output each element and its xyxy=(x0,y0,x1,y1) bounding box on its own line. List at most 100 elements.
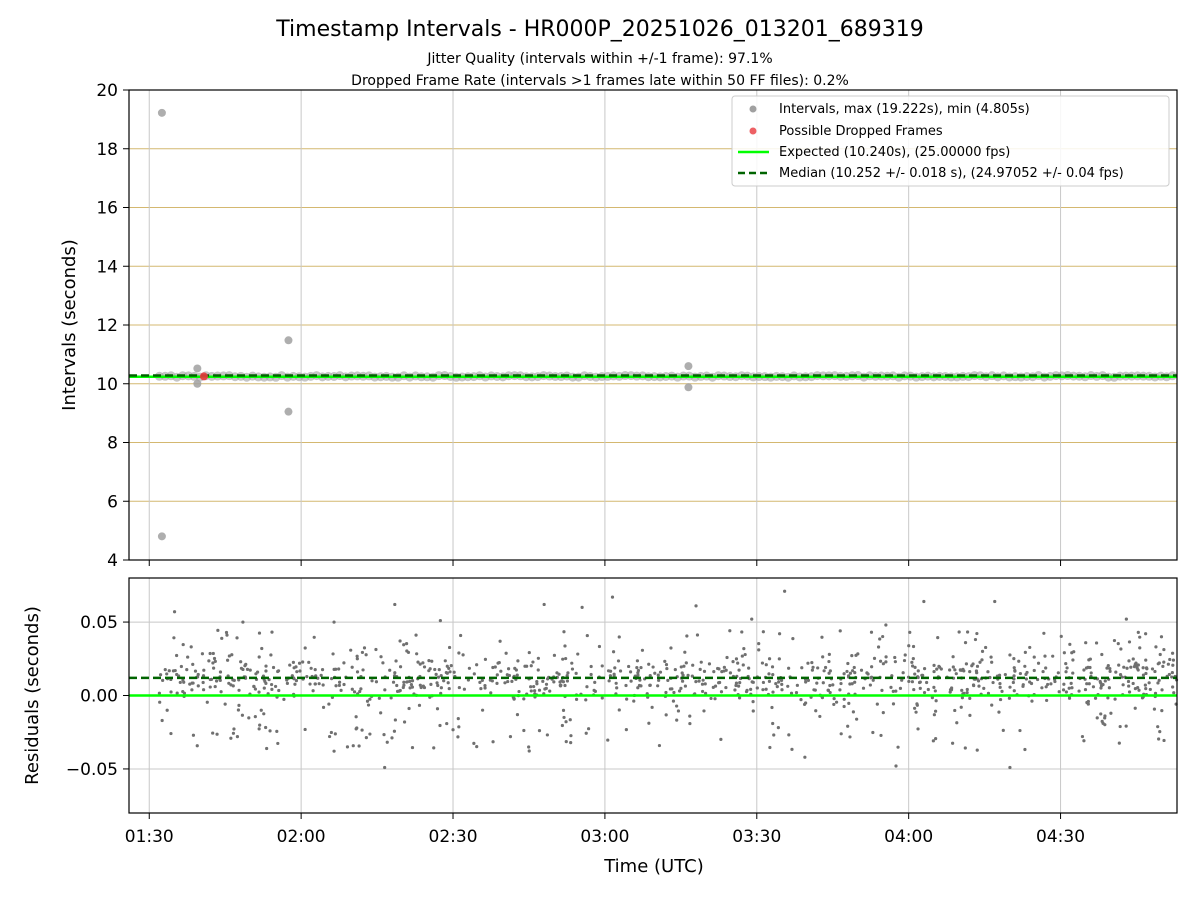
legend-expected-label: Expected (10.240s), (25.00000 fps) xyxy=(779,145,1010,160)
residual-point xyxy=(1045,698,1049,703)
intervals-y-tick-label: 8 xyxy=(107,434,118,454)
residual-point xyxy=(915,703,919,707)
residual-point xyxy=(201,688,206,692)
residual-point xyxy=(827,659,831,664)
residual-point xyxy=(574,671,578,675)
residual-point xyxy=(522,697,526,701)
residual-point xyxy=(962,691,966,695)
legend-intervals-label: Intervals, max (19.222s), min (4.805s) xyxy=(779,102,1030,117)
residual-point xyxy=(445,664,449,668)
residual-point xyxy=(664,663,669,667)
residual-point xyxy=(365,699,370,703)
residual-point xyxy=(875,702,879,706)
residual-point xyxy=(790,747,794,751)
residual-point xyxy=(207,659,211,663)
residual-point xyxy=(804,680,808,684)
residual-point xyxy=(878,637,882,641)
residual-point xyxy=(568,718,572,722)
residual-point xyxy=(800,666,804,670)
residual-point xyxy=(432,746,436,750)
residual-point xyxy=(352,690,357,694)
residual-point xyxy=(491,740,495,744)
residual-point xyxy=(402,680,406,684)
residual-point xyxy=(402,643,406,647)
residual-point xyxy=(456,717,460,721)
residual-point xyxy=(911,664,915,668)
residual-point xyxy=(398,665,403,669)
residual-point xyxy=(489,691,493,695)
residual-point xyxy=(273,684,278,689)
residual-point xyxy=(537,729,542,733)
residual-point xyxy=(1008,685,1012,689)
residual-point xyxy=(997,673,1002,677)
interval-outlier-point xyxy=(157,532,166,541)
residual-point xyxy=(745,688,749,692)
residual-point xyxy=(916,669,920,673)
residual-point xyxy=(1068,642,1072,646)
residual-point xyxy=(663,659,667,663)
residual-point xyxy=(851,669,855,673)
residual-point xyxy=(592,688,596,692)
residual-point xyxy=(439,691,443,695)
residual-point xyxy=(751,700,755,704)
residual-point xyxy=(891,702,896,706)
residual-point xyxy=(722,665,726,669)
residual-point xyxy=(379,711,383,715)
residual-point xyxy=(247,716,251,720)
residual-point xyxy=(971,662,975,666)
residual-point xyxy=(297,661,302,665)
residual-point xyxy=(1158,652,1162,657)
residual-point xyxy=(624,683,628,688)
residual-point xyxy=(360,650,365,655)
residual-point xyxy=(438,723,442,728)
residual-point xyxy=(884,655,888,659)
residual-point xyxy=(683,650,687,654)
residual-point xyxy=(1043,654,1047,658)
residual-point xyxy=(848,735,852,739)
residual-point xyxy=(357,744,361,748)
residual-point xyxy=(685,634,689,638)
residual-point xyxy=(997,710,1001,714)
residual-point xyxy=(593,680,597,684)
residual-point xyxy=(561,708,566,712)
residual-point xyxy=(617,708,621,712)
residual-point xyxy=(703,691,708,695)
residual-point xyxy=(1040,686,1044,690)
residual-point xyxy=(191,662,195,666)
residual-point xyxy=(823,665,828,670)
residual-point xyxy=(516,659,520,663)
residual-outlier-point xyxy=(241,620,245,624)
residual-point xyxy=(212,666,216,670)
residual-point xyxy=(1087,658,1091,662)
residual-point xyxy=(311,689,315,693)
residual-point xyxy=(167,669,171,673)
residual-point xyxy=(597,644,602,649)
residual-point xyxy=(934,737,938,741)
residual-point xyxy=(1028,680,1032,684)
residual-point xyxy=(606,738,610,742)
residual-point xyxy=(656,684,660,688)
residual-point xyxy=(491,665,495,670)
residual-point xyxy=(1064,662,1068,666)
residual-point xyxy=(898,686,903,690)
residual-point xyxy=(1106,696,1110,700)
residual-point xyxy=(953,708,957,713)
residual-point xyxy=(402,720,407,724)
residual-point xyxy=(786,684,790,688)
residual-point xyxy=(827,652,831,657)
residual-point xyxy=(1117,741,1121,745)
residual-outlier-point xyxy=(803,755,807,759)
residual-point xyxy=(733,688,737,692)
residual-point xyxy=(208,651,212,656)
residual-point xyxy=(869,675,874,679)
residual-point xyxy=(560,723,564,728)
residual-point xyxy=(436,683,440,688)
residual-point xyxy=(383,688,387,692)
residual-point xyxy=(359,687,363,691)
residual-point xyxy=(434,672,438,676)
intervals-y-tick-label: 12 xyxy=(96,316,118,336)
residual-point xyxy=(350,665,354,669)
residual-point xyxy=(570,661,574,665)
residual-point xyxy=(838,629,842,633)
residual-outlier-point xyxy=(438,618,442,623)
